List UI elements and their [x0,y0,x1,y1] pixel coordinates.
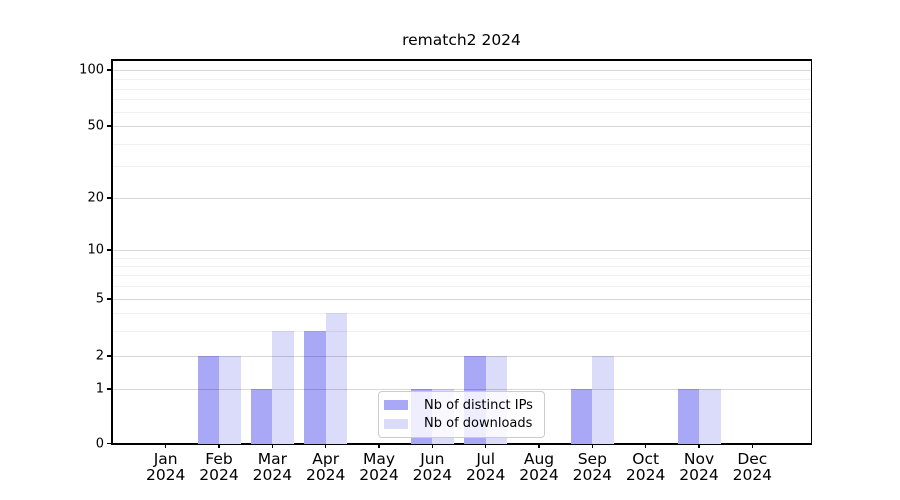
y-tickmark [107,442,112,445]
x-tickmark [431,444,433,448]
x-tick-label: Jul 2024 [465,450,506,484]
gridline-minor [112,88,811,90]
gridline-minor [112,99,811,100]
gridline-minor [112,166,811,167]
bar-downloads [592,356,614,444]
y-tick-label: 10 [87,242,104,258]
bar-distinct-ips [570,389,593,444]
x-tick-label: Feb 2024 [199,450,239,484]
gridline-minor [112,111,811,113]
x-tick-label: Jan 2024 [145,450,186,484]
gridline-major [112,250,811,251]
y-tickmark [107,125,112,127]
x-tickmark [591,444,593,448]
legend-entry-downloads: Nb of downloads [384,416,538,431]
x-tick-label: Nov 2024 [679,450,719,484]
x-tickmark [218,444,220,448]
gridline-minor [112,143,811,145]
y-tick-label: 1 [95,381,104,397]
gridline-major [112,389,811,390]
x-tick-label: Dec 2024 [732,450,773,484]
y-tick-label: 2 [95,348,104,364]
x-tickmark [485,444,487,448]
y-tickmark [107,249,112,251]
bar-distinct-ips [304,331,326,444]
x-tick-label: Sep 2024 [572,450,613,484]
x-tick-label: Mar 2024 [252,450,293,484]
bar-downloads [272,331,294,444]
grid-layer [112,60,811,444]
axis-spine-top [111,59,812,61]
x-tickmark [378,444,380,448]
x-tickmark [271,444,273,448]
gridline-minor [112,266,811,267]
x-tick-label: Jun 2024 [412,450,453,484]
y-tickmark [107,388,112,390]
legend-swatch-downloads [384,418,408,429]
legend: Nb of distinct IPs Nb of downloads [378,391,545,438]
chart-title: rematch2 2024 [402,31,521,49]
bar-downloads [699,389,721,444]
gridline-minor [112,79,811,80]
y-tickmark [107,298,112,300]
x-tickmark [538,444,540,448]
x-tickmark [165,444,167,448]
y-tickmark [107,69,112,71]
gridline-major [112,198,811,199]
bar-distinct-ips [677,389,699,444]
x-tickmark [751,444,753,448]
y-tick-label: 5 [95,291,104,307]
x-tick-label: Apr 2024 [305,450,346,484]
gridline-minor [112,313,811,314]
x-tickmark [645,444,647,448]
axis-spine-left [111,59,113,445]
gridline-minor [112,275,811,276]
gridline-major [112,299,811,300]
y-tickmark [107,355,112,357]
x-tick-label: Aug 2024 [519,450,559,484]
gridline-major [112,126,811,127]
gridline-minor [112,331,811,332]
legend-label-distinct-ips: Nb of distinct IPs [424,397,533,413]
bar-downloads [219,356,241,444]
bar-downloads [325,313,348,444]
y-tick-label: 0 [95,436,104,451]
legend-entry-distinct-ips: Nb of distinct IPs [384,398,538,413]
gridline-major [112,70,811,71]
x-tickmark [698,444,700,448]
x-tickmark [325,444,327,448]
y-tick-label: 20 [87,190,104,206]
bar-distinct-ips [197,356,220,444]
legend-label-downloads: Nb of downloads [424,416,533,432]
axis-spine-bottom [111,443,812,445]
x-tick-label: Oct 2024 [625,450,666,484]
y-tickmark [107,197,112,199]
y-tick-label: 50 [87,118,104,134]
y-tick-label: 100 [79,62,104,78]
legend-swatch-distinct-ips [384,400,408,411]
gridline-minor [112,257,811,259]
bar-distinct-ips [250,389,273,444]
gridline-major [112,356,811,357]
gridline-minor [112,286,811,287]
axis-spine-right [810,59,812,445]
x-tick-label: May 2024 [359,450,399,484]
